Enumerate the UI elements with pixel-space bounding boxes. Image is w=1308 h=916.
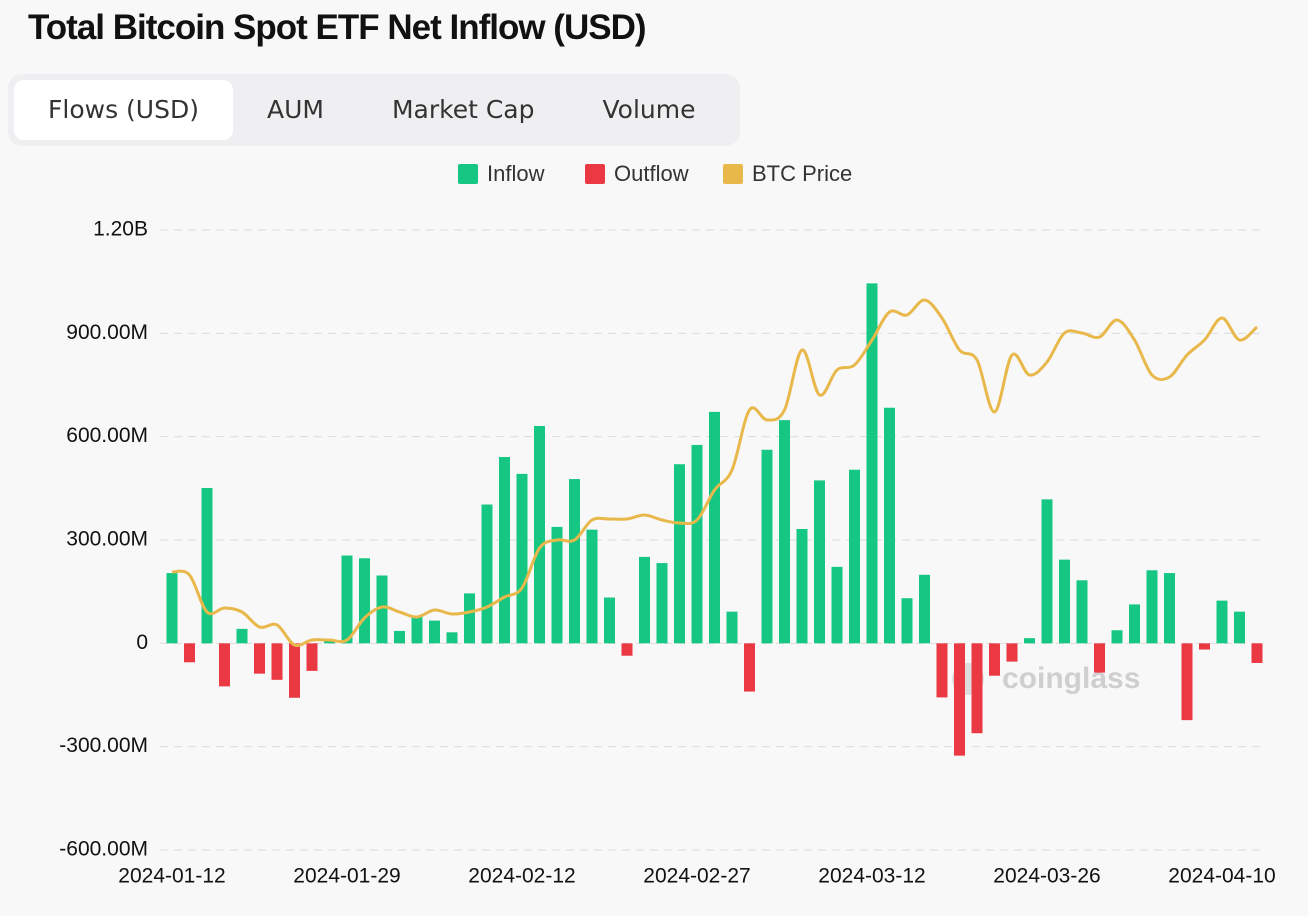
x-tick-label: 2024-04-10: [1168, 865, 1275, 888]
bar: [1199, 643, 1210, 650]
bar: [1129, 604, 1140, 644]
y-tick-label: 0: [136, 631, 148, 654]
bar: [761, 449, 773, 644]
bar: [429, 620, 440, 644]
bar: [1059, 559, 1070, 644]
bar: [779, 420, 790, 644]
bar: [1146, 570, 1158, 644]
y-tick-label: 600.00M: [66, 424, 148, 447]
bar: [569, 479, 580, 644]
bar: [254, 643, 265, 674]
bar: [271, 643, 283, 680]
tab[interactable]: Volume: [602, 95, 696, 124]
bar: [954, 643, 965, 756]
bar: [376, 575, 388, 644]
bar: [324, 639, 335, 644]
bar: [726, 611, 738, 644]
x-tick-label: 2024-01-29: [293, 865, 400, 888]
bar: [936, 643, 948, 698]
bar: [1006, 643, 1018, 662]
bar: [1111, 630, 1123, 644]
tab[interactable]: AUM: [266, 95, 324, 124]
y-tick-label: 1.20B: [93, 218, 148, 241]
bar: [831, 566, 843, 644]
bar: [884, 407, 895, 644]
tab[interactable]: Market Cap: [391, 95, 535, 124]
y-tick-label: 900.00M: [66, 321, 148, 344]
bar: [1181, 643, 1193, 721]
bar: [1216, 600, 1228, 644]
bar: [201, 487, 213, 644]
bar: [621, 643, 633, 656]
bar: [866, 283, 878, 644]
bar: [639, 556, 650, 644]
bar: [691, 444, 703, 644]
bar: [656, 563, 668, 644]
bar: [236, 628, 248, 644]
bar: [604, 597, 615, 644]
watermark: coinglass: [1002, 662, 1140, 695]
bar: [411, 615, 423, 644]
bar: [796, 528, 808, 644]
bar: [481, 504, 493, 644]
bar: [1164, 573, 1175, 644]
price-line: [171, 298, 1259, 648]
legend-swatch: [723, 164, 743, 184]
bar: [919, 574, 930, 644]
bar: [709, 411, 720, 644]
bar: [446, 632, 458, 644]
bar: [359, 558, 370, 644]
bar: [341, 555, 353, 644]
tab-bar: Flows (USD) AUM Market Cap Volume: [8, 74, 740, 146]
bar: [1234, 611, 1245, 644]
x-tick-label: 2024-01-12: [118, 865, 225, 888]
tab[interactable]: Flows (USD): [14, 80, 233, 140]
bar: [1076, 580, 1088, 644]
bar: [516, 473, 528, 644]
bar: [166, 573, 178, 644]
bar: [971, 643, 983, 734]
bar: [551, 526, 563, 644]
bar: [306, 643, 318, 671]
x-tick-label: 2024-02-27: [643, 865, 750, 888]
legend-swatch: [585, 164, 605, 184]
bar: [289, 643, 300, 698]
x-tick-label: 2024-03-26: [993, 865, 1100, 888]
bar: [849, 469, 860, 644]
bar: [586, 529, 598, 644]
chart-title: Total Bitcoin Spot ETF Net Inflow (USD): [28, 8, 647, 47]
bar: [534, 425, 545, 644]
bar: [1024, 638, 1035, 644]
bar: [989, 643, 1000, 676]
bar: [1251, 643, 1263, 663]
legend-label: Outflow: [614, 161, 689, 186]
y-tick-label: 300.00M: [66, 528, 148, 551]
y-tick-label: -300.00M: [59, 734, 148, 757]
x-tick-label: 2024-02-12: [468, 865, 575, 888]
bar: [219, 643, 230, 687]
legend-swatch: [458, 164, 478, 184]
bar: [394, 630, 405, 644]
bar: [744, 643, 755, 692]
legend-label: Inflow: [487, 161, 545, 186]
bar: [814, 480, 825, 644]
bar: [901, 598, 913, 644]
bar: [499, 456, 510, 644]
bar: [1041, 499, 1053, 644]
bar: [464, 593, 475, 644]
y-tick-label: -600.00M: [59, 838, 148, 861]
legend-label: BTC Price: [752, 161, 852, 186]
bar: [184, 643, 195, 663]
bar: [674, 464, 685, 644]
bar: [1094, 643, 1105, 673]
x-tick-label: 2024-03-12: [818, 865, 925, 888]
